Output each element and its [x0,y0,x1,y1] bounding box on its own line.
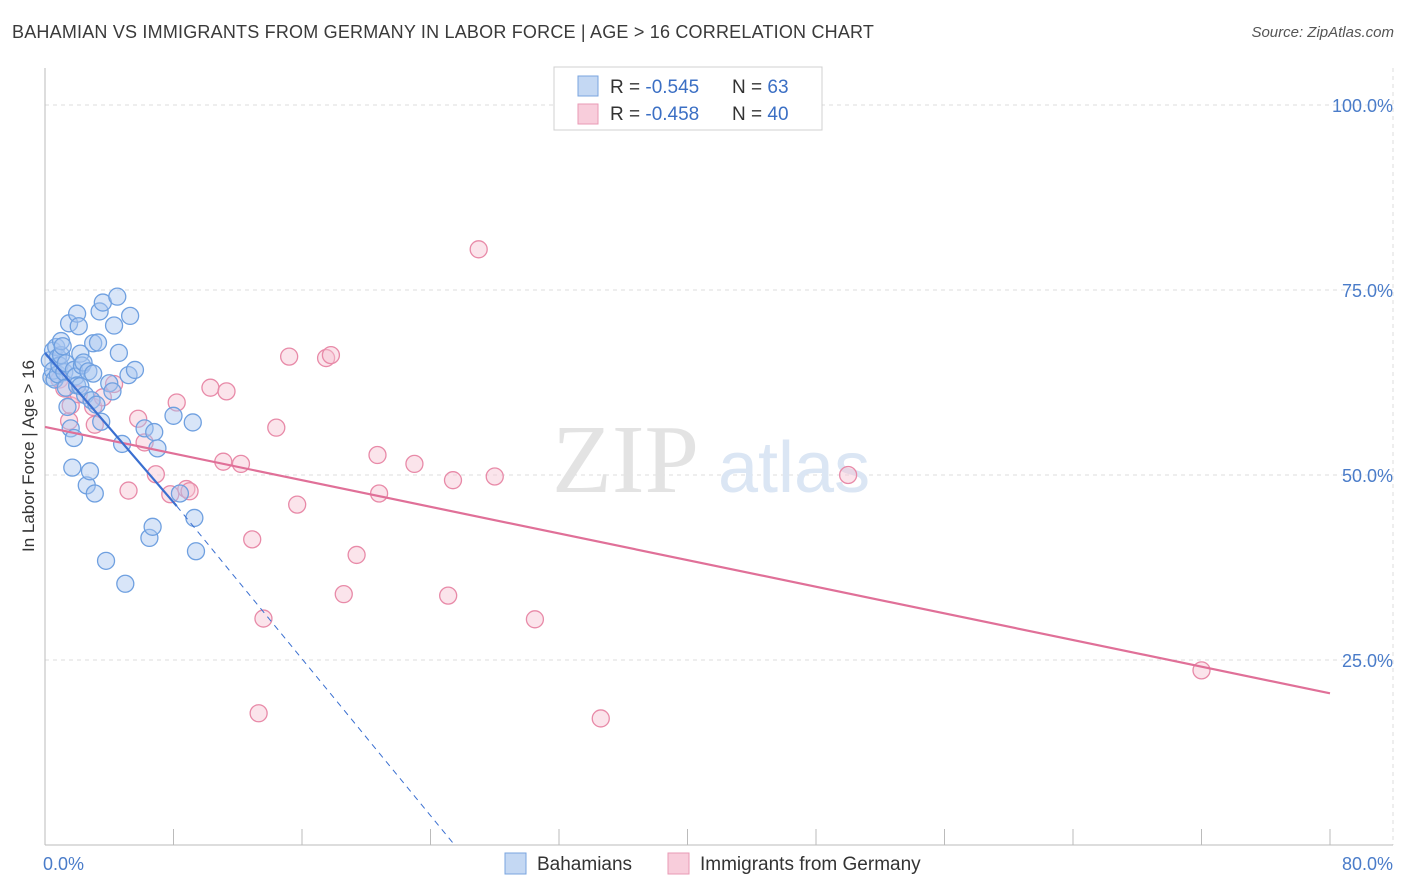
watermark-atlas: atlas [718,428,870,508]
bahamians-point-56 [145,422,164,442]
bahamians-point-53 [135,419,154,438]
legend-r-value-2: -0.458 [645,104,699,125]
y-tick-labels: 25.0% 50.0% 75.0% 100.0% [1332,96,1393,671]
bahamians-point-45 [104,316,124,335]
legend-r-label-2: R = [610,104,645,125]
trend-line-bahamians [44,352,178,507]
legend-swatch-bahamians [577,75,599,97]
immigrants-point-17 [201,378,220,397]
bottom-legend-swatch-bahamians [504,852,527,875]
chart-title: BAHAMIAN VS IMMIGRANTS FROM GERMANY IN L… [12,22,875,42]
svg-text:R = -0.458: R = -0.458 [610,104,699,125]
svg-text:N = 63: N = 63 [732,77,789,98]
legend-r-value-1: -0.545 [645,77,699,98]
immigrants-point-26 [288,495,307,514]
x-tick-labels: 0.0% 80.0% [43,854,1393,874]
bahamians-point-47 [109,343,129,363]
source-label: Source: ZipAtlas.com [1251,24,1394,41]
bahamians-point-46 [108,287,127,306]
immigrants-point-9 [119,481,138,500]
immigrants-point-23 [254,609,273,628]
immigrants-point-2 [59,411,79,431]
legend-swatch-immigrants [577,103,599,125]
trend-line-immigrants [44,425,1331,695]
x-tick-label-0: 0.0% [43,854,84,874]
legend-n-label-2: N = [732,104,767,125]
bahamians-point-24 [69,317,88,336]
immigrants-point-38 [525,610,545,629]
bottom-legend-label-immigrants: Immigrants from Germany [700,854,921,875]
y-tick-label-1: 50.0% [1342,466,1393,486]
immigrants-point-24 [267,418,286,437]
bahamians-point-59 [170,484,190,503]
immigrants-point-39 [591,709,610,728]
immigrants-point-29 [334,584,353,604]
bahamians-point-51 [120,306,140,326]
bottom-legend-swatch-immigrants [667,852,690,875]
bahamians-point-55 [143,517,162,536]
bahamians-point-60 [183,413,202,432]
bahamians-point-32 [80,462,100,481]
axes [44,68,1393,846]
bahamians-point-42 [96,551,116,570]
legend-n-value-1: 63 [767,77,788,98]
bahamians-point-44 [103,382,122,401]
immigrants-point-30 [347,545,366,565]
bottom-legend: Bahamians Immigrants from Germany [504,852,921,875]
bahamians-point-58 [164,406,183,425]
bahamians-point-18 [63,458,82,477]
watermark-zip: ZIP [552,406,699,514]
immigrants-point-32 [369,484,389,503]
immigrants-point-31 [368,445,387,465]
immigrants-point-40 [838,465,858,485]
bahamians-point-62 [186,542,206,561]
immigrants-point-28 [321,345,341,365]
immigrants-point-25 [279,347,299,366]
immigrants-point-10 [129,409,148,428]
svg-text:N = 40: N = 40 [732,104,789,125]
bahamians-point-36 [85,484,104,503]
bahamians-point-38 [88,333,108,352]
legend: R = -0.545 N = 63 R = -0.458 N = 40 [553,66,823,131]
bahamians-point-52 [125,360,145,380]
series-bahamians [40,287,206,593]
immigrants-point-21 [243,530,262,549]
y-tick-label-2: 75.0% [1342,281,1393,301]
immigrants-point-33 [405,454,424,474]
immigrants-point-27 [316,348,336,368]
y-axis-label: In Labor Force | Age > 16 [19,360,38,552]
immigrants-point-13 [161,485,180,504]
immigrants-point-36 [469,240,488,259]
legend-n-label-1: N = [732,77,767,98]
bahamians-point-49 [116,574,135,593]
svg-text:R = -0.545: R = -0.545 [610,77,699,98]
bahamians-point-11 [53,337,72,356]
bahamians-point-54 [140,528,159,548]
x-tick-label-1: 80.0% [1342,854,1393,874]
bahamians-point-15 [58,397,77,417]
y-tick-label-0: 25.0% [1342,651,1393,671]
legend-n-value-2: 40 [767,104,788,125]
immigrants-point-35 [443,471,463,490]
bottom-legend-label-bahamians: Bahamians [537,854,632,875]
immigrants-point-22 [249,704,268,723]
immigrants-point-37 [485,467,504,486]
watermark: ZIP atlas [552,406,870,514]
trend-lines [44,352,1331,846]
immigrants-point-19 [217,382,236,401]
trend-line-bahamians-extension [176,505,455,846]
series-immigrants-from-germany [50,240,1211,728]
legend-r-label-1: R = [610,77,645,98]
bahamians-point-34 [84,364,103,383]
y-tick-label-3: 100.0% [1332,96,1393,116]
immigrants-point-34 [439,586,458,605]
bahamians-point-40 [92,412,111,431]
bahamians-point-61 [185,508,204,528]
